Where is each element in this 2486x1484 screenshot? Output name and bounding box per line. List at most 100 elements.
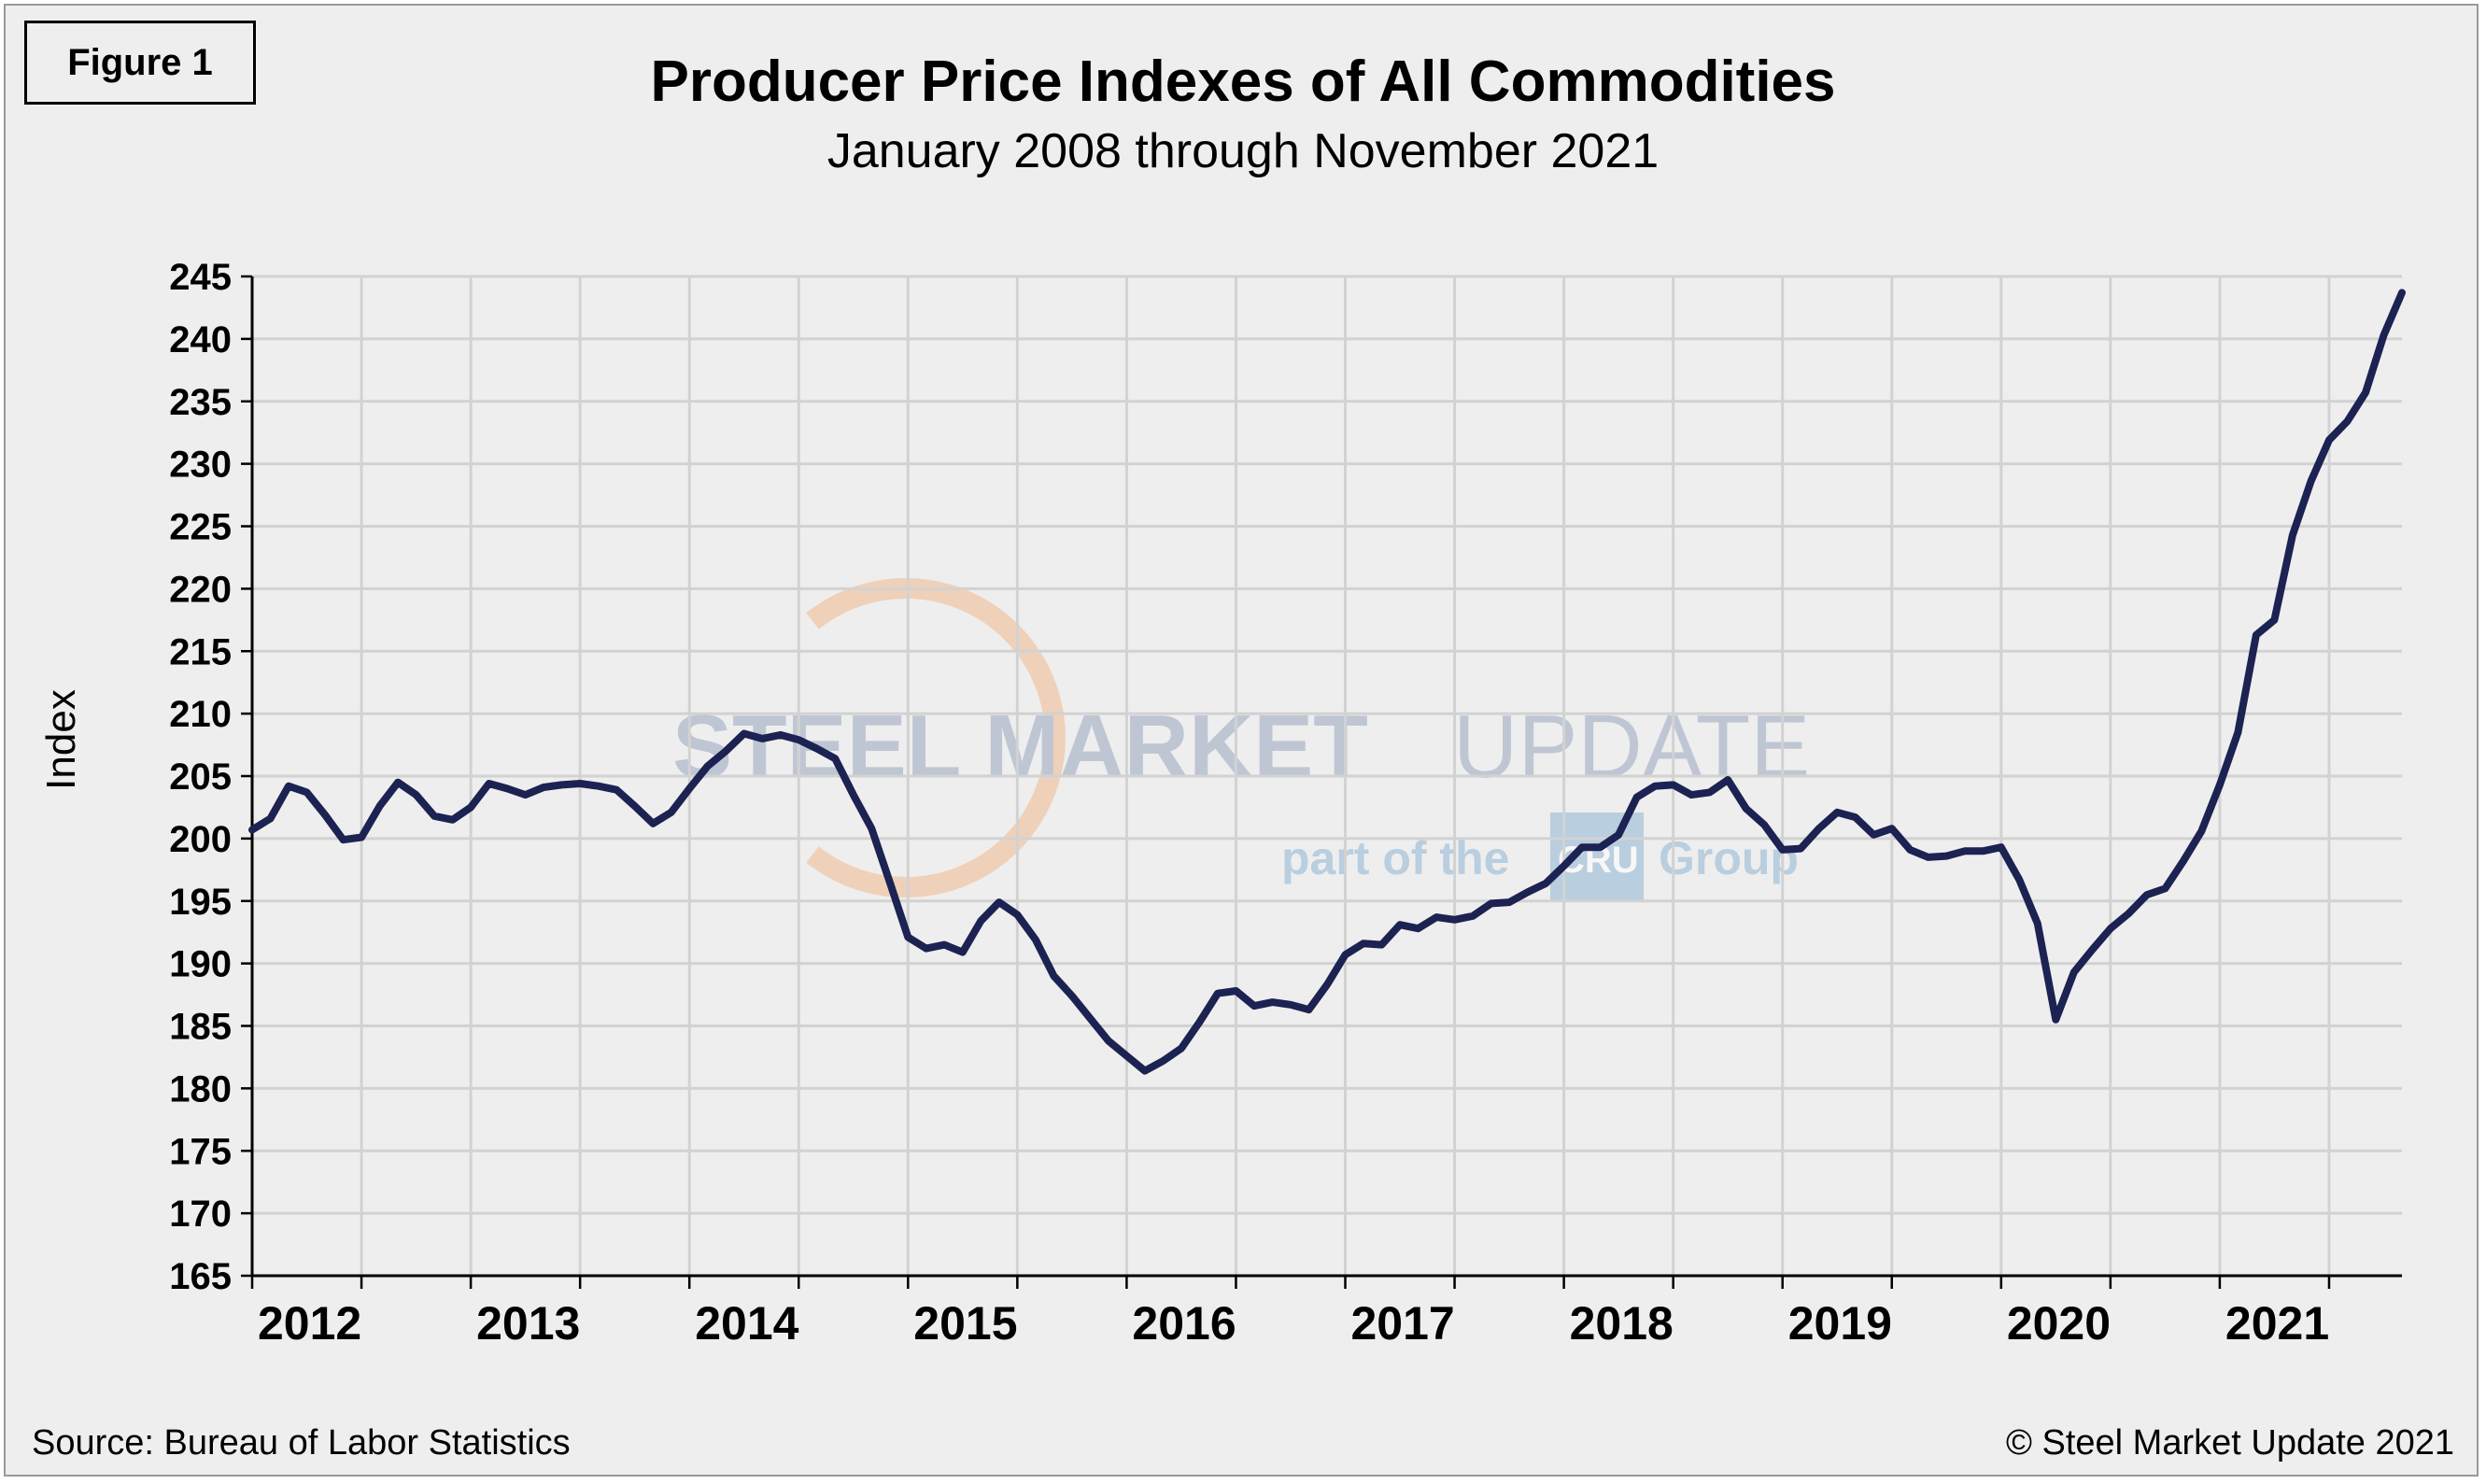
y-tick-label: 200 xyxy=(169,819,232,860)
ppi-data-point xyxy=(1524,889,1531,896)
ppi-data-point xyxy=(1415,926,1421,932)
ppi-data-point xyxy=(395,779,402,785)
x-tick-label: 2013 xyxy=(476,1297,580,1350)
figure-label: Figure 1 xyxy=(24,21,256,105)
ppi-data-point xyxy=(1815,826,1822,832)
ppi-data-point xyxy=(668,809,674,815)
ppi-data-point xyxy=(941,941,948,948)
ppi-data-point xyxy=(2308,478,2314,485)
x-tick-label: 2016 xyxy=(1132,1297,1236,1350)
ppi-data-point xyxy=(541,784,547,790)
ppi-data-point xyxy=(796,737,802,743)
ppi-data-point xyxy=(1141,1067,1148,1074)
ppi-series-line xyxy=(248,289,2406,1075)
y-tick-label: 170 xyxy=(169,1194,232,1235)
ppi-data-point xyxy=(650,820,657,827)
ppi-data-point xyxy=(2034,920,2041,926)
ppi-data-point xyxy=(1506,899,1513,906)
ppi-data-point xyxy=(1451,916,1458,923)
ppi-data-point xyxy=(2198,827,2205,834)
ppi-data-point xyxy=(759,735,766,742)
ppi-data-point xyxy=(1306,1007,1312,1013)
ppi-data-point xyxy=(869,826,875,832)
ppi-data-point xyxy=(1670,782,1676,788)
ppi-data-point xyxy=(1087,1015,1094,1022)
ppi-data-point xyxy=(1961,848,1968,855)
y-tick-label: 165 xyxy=(169,1256,232,1297)
ppi-data-point xyxy=(1397,922,1403,928)
ppi-data-point xyxy=(2326,437,2332,444)
ppi-data-point xyxy=(595,783,601,789)
ppi-data-point xyxy=(1652,783,1659,789)
ppi-data-point xyxy=(1051,973,1057,979)
ppi-data-point xyxy=(1907,846,1914,853)
ppi-data-point xyxy=(1361,940,1366,947)
watermark-brand-light: UPDATE xyxy=(1453,697,1810,797)
ppi-data-point xyxy=(322,812,328,818)
ppi-data-point xyxy=(486,781,492,786)
ppi-data-point xyxy=(1579,844,1586,851)
ppi-data-point xyxy=(959,949,966,955)
ppi-data-point xyxy=(2399,290,2405,296)
ppi-data-point xyxy=(1032,937,1038,943)
ppi-data-point xyxy=(1888,826,1895,832)
ppi-data-point xyxy=(1998,844,2004,851)
ppi-data-point xyxy=(249,827,255,833)
source-note: Source: Bureau of Labor Statistics xyxy=(32,1423,571,1463)
chart-frame xyxy=(4,4,2479,1477)
ppi-data-point xyxy=(1068,993,1075,999)
ppi-data-point xyxy=(1943,853,1950,859)
ppi-data-point xyxy=(1160,1058,1166,1064)
ppi-data-point xyxy=(2089,946,2096,953)
watermark-tagline-pre: part of the xyxy=(1281,832,1509,884)
ppi-data-point xyxy=(2235,729,2241,736)
x-tick-label: 2015 xyxy=(913,1297,1017,1350)
ppi-data-point xyxy=(304,789,310,796)
ppi-data-point xyxy=(340,837,346,843)
ppi-data-point xyxy=(1105,1038,1111,1044)
y-tick-label: 195 xyxy=(169,882,232,923)
y-tick-label: 180 xyxy=(169,1068,232,1109)
x-tick-label: 2019 xyxy=(1788,1297,1892,1350)
copyright-note: © Steel Market Update 2021 xyxy=(2005,1423,2454,1463)
y-tick-label: 215 xyxy=(169,631,232,672)
ppi-data-point xyxy=(504,785,511,792)
ppi-data-point xyxy=(2016,877,2023,883)
ppi-data-point xyxy=(1214,990,1221,996)
ppi-data-point xyxy=(577,781,584,786)
ppi-data-point xyxy=(449,816,456,823)
ppi-data-point xyxy=(468,804,474,811)
ppi-data-point xyxy=(704,763,711,770)
chart-grid xyxy=(252,275,2402,1276)
ppi-data-point xyxy=(1269,999,1276,1006)
chart-subtitle: January 2008 through November 2021 xyxy=(826,124,1660,178)
ppi-data-point xyxy=(832,756,839,762)
ppi-data-point xyxy=(2344,418,2351,425)
ppi-data-point xyxy=(1980,848,1986,855)
watermark-badge xyxy=(1550,813,1644,902)
ppi-data-point xyxy=(978,918,984,925)
ppi-data-point xyxy=(1616,831,1622,838)
ppi-data-point xyxy=(996,899,1002,906)
ppi-data-point xyxy=(905,934,911,940)
ppi-data-point xyxy=(2143,892,2150,898)
ppi-data-point xyxy=(2380,332,2387,338)
ppi-data-point xyxy=(2053,1016,2059,1023)
y-tick-label: 185 xyxy=(169,1007,232,1048)
ppi-data-point xyxy=(1123,1053,1130,1059)
ppi-data-point xyxy=(1706,789,1713,796)
ppi-data-point xyxy=(2070,969,2077,975)
y-tick-label: 220 xyxy=(169,569,232,610)
ppi-data-point xyxy=(1852,814,1858,821)
ppi-data-point xyxy=(1434,914,1440,921)
ppi-data-point xyxy=(267,815,274,822)
x-tick-label: 2017 xyxy=(1351,1297,1455,1350)
ppi-data-point xyxy=(1798,845,1804,852)
ppi-data-point xyxy=(522,792,529,799)
x-tick-label: 2018 xyxy=(1570,1297,1674,1350)
ppi-data-point xyxy=(1288,1001,1293,1008)
y-tick-label: 175 xyxy=(169,1131,232,1172)
chart-series xyxy=(248,289,2406,1075)
y-tick-label: 240 xyxy=(169,319,232,360)
